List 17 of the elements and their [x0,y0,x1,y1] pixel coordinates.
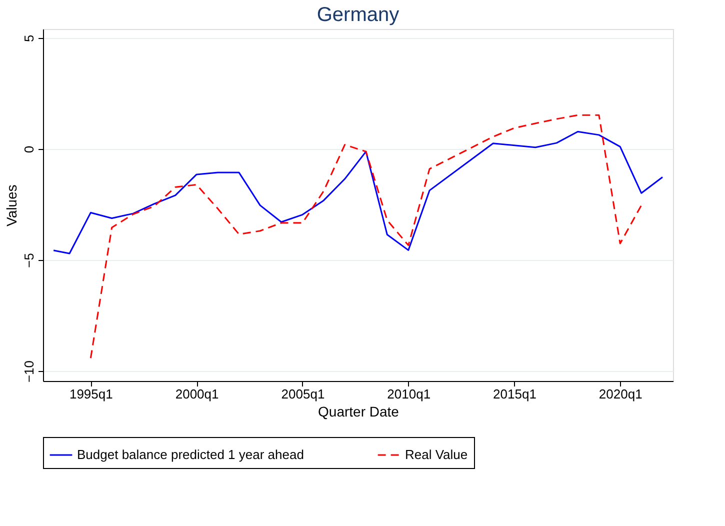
line-series [52,130,664,254]
x-tick-label: 2020q1 [598,386,642,402]
x-axis-title: Quarter Date [318,404,400,420]
chart-title: Germany [316,4,400,26]
legend-label: Real Value [405,447,468,462]
x-tick-label: 2005q1 [281,386,325,402]
y-tick-label: −10 [22,360,36,383]
x-tick-label: 2010q1 [387,386,431,402]
y-tick-label: −5 [22,253,36,268]
y-tick-label: 5 [22,34,36,42]
y-tick-label: 0 [22,146,36,154]
x-tick-label: 2000q1 [175,386,219,402]
x-tick-label: 1995q1 [69,386,113,402]
y-axis-title: Values [4,184,20,226]
legend-label: Budget balance predicted 1 year ahead [77,447,304,462]
line-series [90,114,642,359]
x-tick-label: 2015q1 [493,386,536,402]
